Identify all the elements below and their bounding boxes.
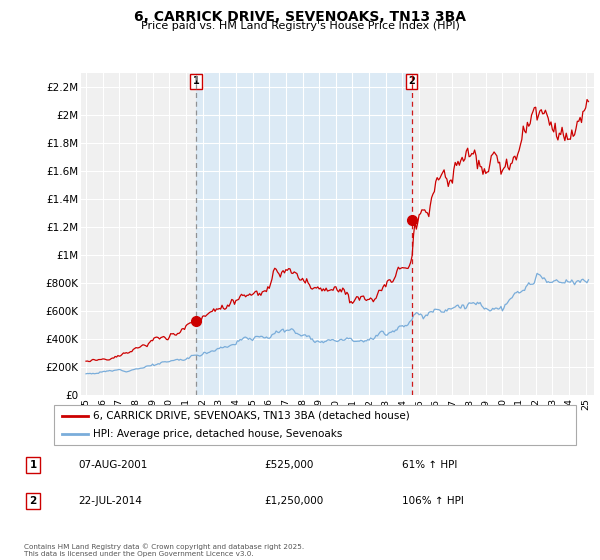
Text: £1,250,000: £1,250,000 [264,496,323,506]
Text: 6, CARRICK DRIVE, SEVENOAKS, TN13 3BA (detached house): 6, CARRICK DRIVE, SEVENOAKS, TN13 3BA (d… [93,411,410,421]
Text: 61% ↑ HPI: 61% ↑ HPI [402,460,457,470]
Text: 07-AUG-2001: 07-AUG-2001 [78,460,148,470]
Text: £525,000: £525,000 [264,460,313,470]
Text: 6, CARRICK DRIVE, SEVENOAKS, TN13 3BA: 6, CARRICK DRIVE, SEVENOAKS, TN13 3BA [134,10,466,24]
FancyBboxPatch shape [54,405,576,445]
Text: 1: 1 [193,76,199,86]
Text: 106% ↑ HPI: 106% ↑ HPI [402,496,464,506]
Bar [196,73,412,395]
Text: 2: 2 [408,76,415,86]
Text: 22-JUL-2014: 22-JUL-2014 [78,496,142,506]
Text: 1: 1 [29,460,37,470]
Text: HPI: Average price, detached house, Sevenoaks: HPI: Average price, detached house, Seve… [93,430,343,439]
Text: Price paid vs. HM Land Registry's House Price Index (HPI): Price paid vs. HM Land Registry's House … [140,21,460,31]
Text: 2: 2 [29,496,37,506]
Text: Contains HM Land Registry data © Crown copyright and database right 2025.
This d: Contains HM Land Registry data © Crown c… [24,544,304,557]
